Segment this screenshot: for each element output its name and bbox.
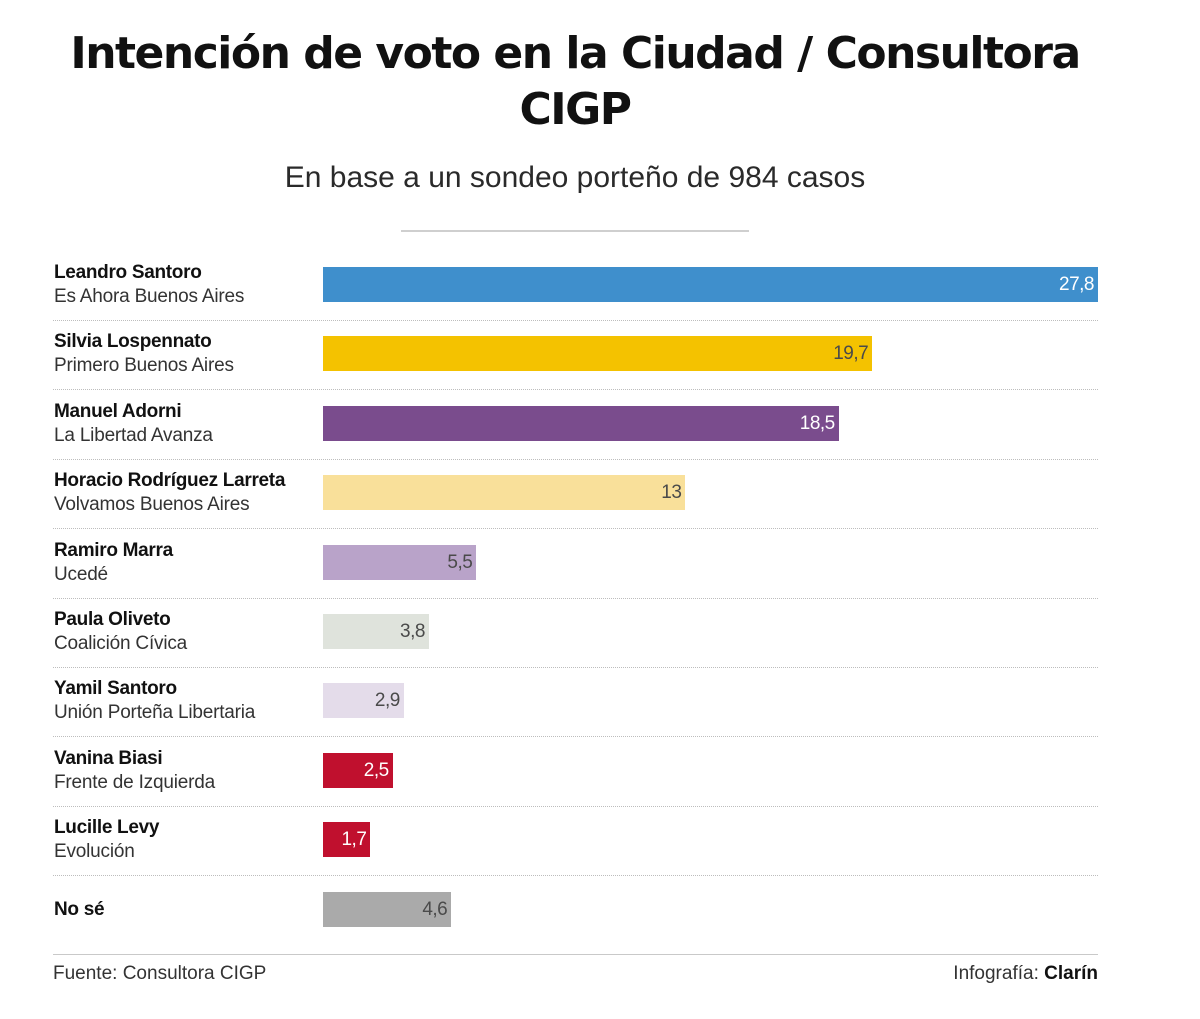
bar: 2,9 <box>323 683 404 719</box>
candidate-name: Horacio Rodríguez Larreta <box>54 470 286 492</box>
bar-row: Ramiro Marra Ucedé 5,5 <box>53 530 1098 599</box>
bar-value-label: 27,8 <box>1059 274 1094 295</box>
bar-row: Vanina Biasi Frente de Izquierda 2,5 <box>53 738 1098 807</box>
row-separator <box>53 528 1098 530</box>
bar-value-label: 3,8 <box>400 621 425 642</box>
bar-row: Yamil Santoro Unión Porteña Libertaria 2,9 <box>53 668 1098 738</box>
candidate-name: Ramiro Marra <box>54 539 173 561</box>
bar: 27,8 <box>323 267 1098 302</box>
party-name: Es Ahora Buenos Aires <box>54 286 245 307</box>
bar-row: Paula Oliveto Coalición Cívica 3,8 <box>53 599 1098 668</box>
bar: 4,6 <box>323 891 452 927</box>
candidate-name: Paula Oliveto <box>54 609 171 630</box>
bar: 1,7 <box>323 822 371 858</box>
bar-value-label: 4,6 <box>422 898 448 920</box>
row-separator <box>53 875 1098 877</box>
row-separator <box>53 736 1098 738</box>
credit-note: Infografía: Clarín <box>953 962 1098 986</box>
bar-value-label: 19,7 <box>833 343 869 365</box>
candidate-name: Manuel Adorni <box>54 400 182 422</box>
bar-value-label: 18,5 <box>799 412 835 434</box>
credit-prefix: Infografía: <box>953 963 1045 984</box>
bar: 3,8 <box>323 614 429 649</box>
bar-value-label: 2,9 <box>374 690 400 712</box>
bar: 2,5 <box>323 752 393 788</box>
party-name: Evolución <box>54 841 135 863</box>
candidate-name: Yamil Santoro <box>54 678 177 700</box>
chart-title: Intención de voto en la Ciudad / Consult… <box>70 28 1081 135</box>
bar: 13 <box>323 475 686 511</box>
bar-row: Lucille Levy Evolución 1,7 <box>53 807 1098 877</box>
source-note: Fuente: Consultora CIGP <box>53 963 267 984</box>
party-name: Unión Porteña Libertaria <box>54 702 256 724</box>
row-separator <box>53 458 1098 460</box>
title-divider <box>401 230 749 232</box>
row-separator <box>53 597 1098 599</box>
bar-row: Leandro Santoro Es Ahora Buenos Aires 27,8 <box>53 252 1098 321</box>
candidate-name: Lucille Levy <box>54 817 160 839</box>
credit-brand: Clarín <box>1044 963 1098 984</box>
bar-row: Horacio Rodríguez Larreta Volvamos Buenos… <box>53 460 1098 530</box>
bar-row: Manuel Adorni La Libertad Avanza 18,5 <box>53 391 1098 460</box>
bar-value-label: 13 <box>661 482 682 504</box>
bar-row: No sé 4,6 <box>53 877 1098 946</box>
bar-value-label: 2,5 <box>363 759 389 781</box>
party-name: La Libertad Avanza <box>54 424 213 446</box>
candidate-name: Vanina Biasi <box>54 747 163 769</box>
party-name: Coalición Cívica <box>54 633 188 654</box>
row-separator <box>53 805 1098 807</box>
bar-row: Silvia Lospennato Primero Buenos Aires 19,… <box>53 321 1098 391</box>
bar-value-label: 1,7 <box>341 829 367 851</box>
row-separator <box>53 320 1098 321</box>
bar: 5,5 <box>323 544 477 580</box>
footer-divider <box>53 954 1098 955</box>
bar-value-label: 5,5 <box>447 551 473 573</box>
candidate-name: Leandro Santoro <box>54 262 202 283</box>
chart-subtitle: En base a un sondeo porteño de 984 casos <box>284 161 866 194</box>
bar: 19,7 <box>323 336 873 372</box>
row-separator <box>53 667 1098 668</box>
candidate-name: No sé <box>54 898 105 920</box>
bar: 18,5 <box>323 405 839 441</box>
party-name: Primero Buenos Aires <box>54 355 234 377</box>
party-name: Ucedé <box>54 563 108 585</box>
party-name: Frente de Izquierda <box>54 771 215 793</box>
candidate-name: Silvia Lospennato <box>54 331 212 353</box>
row-separator <box>53 389 1098 391</box>
party-name: Volvamos Buenos Aires <box>54 494 250 516</box>
